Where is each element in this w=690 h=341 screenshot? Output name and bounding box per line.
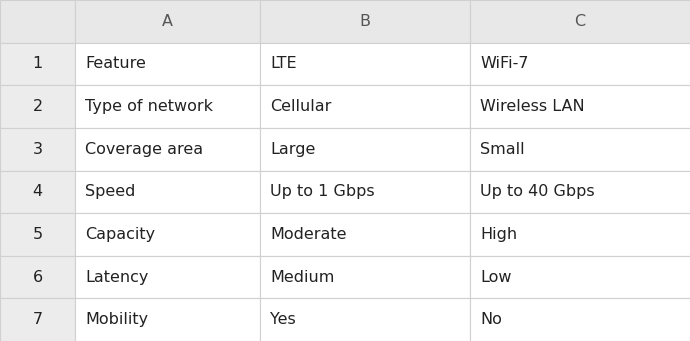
Bar	[260, 128, 470, 170]
Bar	[470, 128, 690, 170]
Text: Speed: Speed	[85, 184, 135, 199]
Bar	[470, 298, 690, 341]
Text: Medium: Medium	[270, 270, 335, 284]
Text: 5: 5	[32, 227, 43, 242]
Bar	[470, 256, 690, 298]
Text: Mobility: Mobility	[85, 312, 148, 327]
Bar	[75, 0, 260, 43]
Text: 3: 3	[32, 142, 43, 157]
Bar	[260, 256, 470, 298]
Bar	[260, 170, 470, 213]
Bar	[75, 213, 260, 256]
Text: 6: 6	[32, 270, 43, 284]
Text: B: B	[359, 14, 371, 29]
Bar	[0, 85, 75, 128]
Text: Up to 40 Gbps: Up to 40 Gbps	[480, 184, 595, 199]
Bar	[470, 213, 690, 256]
Text: 4: 4	[32, 184, 43, 199]
Bar	[75, 43, 260, 85]
Bar	[0, 256, 75, 298]
Bar	[0, 213, 75, 256]
Bar	[0, 0, 75, 43]
Text: 7: 7	[32, 312, 43, 327]
Text: Small: Small	[480, 142, 524, 157]
Bar	[470, 85, 690, 128]
Text: Type of network: Type of network	[85, 99, 213, 114]
Text: Moderate: Moderate	[270, 227, 346, 242]
Bar	[0, 170, 75, 213]
Text: 1: 1	[32, 57, 43, 71]
Bar	[470, 170, 690, 213]
Text: A: A	[162, 14, 173, 29]
Bar	[0, 128, 75, 170]
Text: Wireless LAN: Wireless LAN	[480, 99, 584, 114]
Bar	[260, 298, 470, 341]
Bar	[260, 0, 470, 43]
Bar	[75, 256, 260, 298]
Text: Yes: Yes	[270, 312, 296, 327]
Text: Low: Low	[480, 270, 511, 284]
Bar	[75, 128, 260, 170]
Bar	[75, 85, 260, 128]
Bar	[470, 43, 690, 85]
Text: Latency: Latency	[85, 270, 148, 284]
Bar	[260, 43, 470, 85]
Text: Capacity: Capacity	[85, 227, 155, 242]
Text: High: High	[480, 227, 517, 242]
Text: No: No	[480, 312, 502, 327]
Text: WiFi-7: WiFi-7	[480, 57, 529, 71]
Bar	[75, 170, 260, 213]
Text: LTE: LTE	[270, 57, 297, 71]
Text: Feature: Feature	[85, 57, 146, 71]
Bar	[260, 85, 470, 128]
Bar	[470, 0, 690, 43]
Bar	[75, 298, 260, 341]
Text: Up to 1 Gbps: Up to 1 Gbps	[270, 184, 375, 199]
Bar	[0, 298, 75, 341]
Text: C: C	[575, 14, 586, 29]
Text: Cellular: Cellular	[270, 99, 331, 114]
Bar	[0, 43, 75, 85]
Text: 2: 2	[32, 99, 43, 114]
Bar	[260, 213, 470, 256]
Text: Large: Large	[270, 142, 315, 157]
Text: Coverage area: Coverage area	[85, 142, 203, 157]
